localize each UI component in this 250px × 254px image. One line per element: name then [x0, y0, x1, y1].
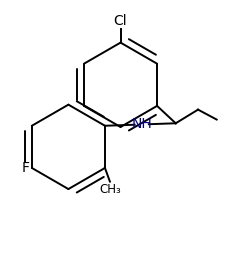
Text: F: F — [21, 161, 29, 175]
Text: CH₃: CH₃ — [99, 183, 120, 196]
Text: NH: NH — [131, 117, 152, 132]
Text: Cl: Cl — [113, 14, 127, 28]
